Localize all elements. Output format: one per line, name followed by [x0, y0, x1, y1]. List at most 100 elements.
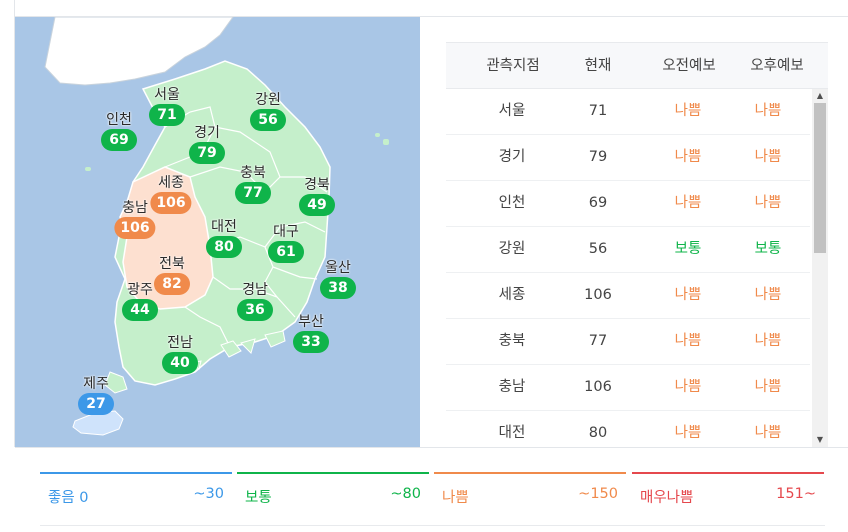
header-am-forecast: 오전예보: [662, 58, 716, 74]
legend-range: ~30: [193, 486, 224, 502]
pm-forecast-cell: 나쁨: [754, 287, 782, 303]
table-row[interactable]: 충남 106 나쁨 나쁨: [446, 365, 810, 411]
region-marker[interactable]: 서울 71: [149, 87, 185, 126]
top-divider: [15, 16, 848, 17]
am-forecast-cell: 나쁨: [674, 103, 702, 119]
region-value-badge: 77: [235, 182, 271, 204]
region-marker[interactable]: 대전 80: [206, 219, 242, 258]
table-header: 관측지점 현재 오전예보 오후예보: [446, 42, 828, 89]
legend-item: 나쁨 ~150: [434, 472, 626, 526]
pm-forecast-cell: 나쁨: [754, 379, 782, 395]
legend-item: 보통 ~80: [237, 472, 429, 526]
bottom-divider: [15, 447, 848, 448]
region-value-badge: 82: [154, 273, 190, 295]
pm-forecast-cell: 나쁨: [754, 333, 782, 349]
region-value-badge: 38: [320, 277, 356, 299]
legend-item: 좋음 0 ~30: [40, 472, 232, 526]
table-row[interactable]: 대전 80 나쁨 나쁨: [446, 411, 810, 447]
region-marker[interactable]: 세종 106: [150, 175, 192, 214]
legend-range: 151~: [776, 486, 816, 502]
region-value-badge: 71: [149, 104, 185, 126]
region-marker[interactable]: 경남 36: [237, 282, 273, 321]
region-name: 충북: [240, 165, 266, 181]
legend-label: 매우나쁨: [640, 490, 694, 506]
table-row[interactable]: 세종 106 나쁨 나쁨: [446, 273, 810, 319]
current-value-cell: 56: [588, 241, 608, 257]
region-marker[interactable]: 전남 40: [162, 335, 198, 374]
legend-label: 보통: [245, 490, 272, 506]
station-cell: 인천: [498, 195, 526, 211]
scroll-down-icon[interactable]: ▼: [816, 435, 824, 444]
region-value-badge: 36: [237, 299, 273, 321]
region-value-badge: 33: [293, 331, 329, 353]
am-forecast-cell: 나쁨: [674, 149, 702, 165]
legend-item: 매우나쁨 151~: [632, 472, 824, 526]
region-marker[interactable]: 대구 61: [268, 224, 304, 263]
table-row[interactable]: 경기 79 나쁨 나쁨: [446, 135, 810, 181]
current-value-cell: 106: [584, 379, 612, 395]
region-name: 울산: [325, 260, 351, 276]
region-marker[interactable]: 경북 49: [299, 177, 335, 216]
left-divider: [14, 0, 15, 447]
legend-label: 나쁨: [442, 490, 469, 506]
region-marker[interactable]: 부산 33: [293, 314, 329, 353]
am-forecast-cell: 보통: [674, 241, 702, 257]
pm-forecast-cell: 나쁨: [754, 195, 782, 211]
region-value-badge: 69: [101, 129, 137, 151]
region-name: 경남: [242, 282, 268, 298]
station-cell: 대전: [498, 425, 526, 441]
region-marker[interactable]: 경기 79: [189, 125, 225, 164]
region-marker[interactable]: 제주 27: [78, 376, 114, 415]
region-name: 충남: [122, 200, 148, 216]
air-quality-map[interactable]: 서울 71 강원 56 인천 69 경기 79 충북 77 경북 49 세종 106 충남 106 대전 80 대구…: [15, 17, 420, 447]
pm-forecast-cell: 나쁨: [754, 103, 782, 119]
table-body[interactable]: 서울 71 나쁨 나쁨 경기 79 나쁨 나쁨 인천 69 나쁨 나쁨 강원 56 보통 보통 세종 106 나쁨 나…: [446, 89, 810, 447]
region-name: 인천: [106, 112, 132, 128]
current-value-cell: 69: [588, 195, 608, 211]
am-forecast-cell: 나쁨: [674, 379, 702, 395]
table-row[interactable]: 강원 56 보통 보통: [446, 227, 810, 273]
am-forecast-cell: 나쁨: [674, 425, 702, 441]
region-name: 광주: [127, 282, 153, 298]
header-pm-forecast: 오후예보: [750, 58, 804, 74]
region-name: 대전: [211, 219, 237, 235]
region-value-badge: 106: [150, 192, 192, 214]
region-name: 제주: [83, 376, 109, 392]
region-marker[interactable]: 인천 69: [101, 112, 137, 151]
am-forecast-cell: 나쁨: [674, 333, 702, 349]
current-value-cell: 80: [588, 425, 608, 441]
region-name: 전북: [159, 256, 185, 272]
table-row[interactable]: 충북 77 나쁨 나쁨: [446, 319, 810, 365]
region-name: 서울: [154, 87, 180, 103]
region-name: 경기: [194, 125, 220, 141]
current-value-cell: 77: [588, 333, 608, 349]
am-forecast-cell: 나쁨: [674, 287, 702, 303]
region-name: 부산: [298, 314, 324, 330]
region-marker[interactable]: 충북 77: [235, 165, 271, 204]
station-cell: 강원: [498, 241, 526, 257]
pm-forecast-cell: 나쁨: [754, 425, 782, 441]
scroll-thumb[interactable]: [814, 103, 826, 253]
station-cell: 충북: [498, 333, 526, 349]
table-row[interactable]: 인천 69 나쁨 나쁨: [446, 181, 810, 227]
scroll-up-icon[interactable]: ▲: [816, 91, 824, 100]
header-station: 관측지점: [486, 58, 540, 74]
am-forecast-cell: 나쁨: [674, 195, 702, 211]
region-marker[interactable]: 광주 44: [122, 282, 158, 321]
table-row[interactable]: 서울 71 나쁨 나쁨: [446, 89, 810, 135]
table-scrollbar[interactable]: ▲ ▼: [812, 89, 828, 447]
region-marker[interactable]: 전북 82: [154, 256, 190, 295]
region-marker[interactable]: 울산 38: [320, 260, 356, 299]
korea-map-shapes: [44, 17, 389, 436]
region-marker[interactable]: 충남 106: [114, 200, 156, 239]
legend-range: ~150: [578, 486, 618, 502]
region-value-badge: 80: [206, 236, 242, 258]
region-name: 경북: [304, 177, 330, 193]
region-value-badge: 106: [114, 217, 156, 239]
current-value-cell: 79: [588, 149, 608, 165]
region-marker[interactable]: 강원 56: [250, 92, 286, 131]
current-value-cell: 106: [584, 287, 612, 303]
region-value-badge: 44: [122, 299, 158, 321]
region-value-badge: 49: [299, 194, 335, 216]
pm-forecast-cell: 보통: [754, 241, 782, 257]
